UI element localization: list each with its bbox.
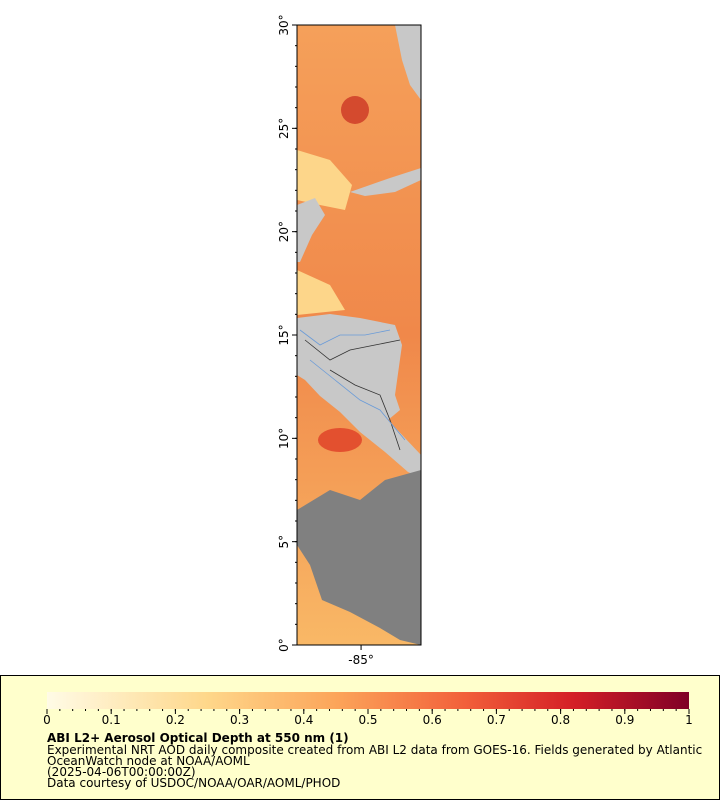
colorbar-tick-label: 1: [685, 713, 693, 727]
border: [329, 369, 401, 451]
legend-line: (2025-04-06T00:00:00Z): [47, 765, 196, 779]
border: [304, 339, 401, 361]
colorbar-tick-label: 0: [43, 713, 51, 727]
y-tick-label: 0°: [277, 638, 291, 652]
y-tick-label: 5°: [277, 535, 291, 549]
colorbar: [47, 692, 689, 709]
colorbar-tick-label: 0.2: [166, 713, 185, 727]
colorbar-tick-label: 0.1: [102, 713, 121, 727]
y-tick-label: 30°: [277, 14, 291, 35]
colorbar-tick-label: 0.9: [615, 713, 634, 727]
low-aod-patch: [297, 270, 345, 315]
colorbar-tick-label: 0.5: [358, 713, 377, 727]
colorbar-tick-label: 0.7: [487, 713, 506, 727]
river: [299, 329, 391, 346]
low-aod-patch: [297, 150, 352, 210]
map: [296, 24, 422, 646]
high-aod-patch: [341, 96, 369, 124]
colorbar-tick-label: 0.4: [294, 713, 313, 727]
land: [297, 314, 421, 478]
high-aod-patch: [318, 428, 362, 452]
legend-line: Data courtesy of USDOC/NOAA/OAR/AOML/PHO…: [47, 776, 340, 790]
land: [350, 168, 421, 196]
y-tick-label: 20°: [277, 221, 291, 242]
legend-title: ABI L2+ Aerosol Optical Depth at 550 nm …: [47, 731, 349, 745]
river: [309, 359, 406, 441]
y-tick-label: 25°: [277, 118, 291, 139]
y-tick-label: 10°: [277, 428, 291, 449]
land: [297, 198, 325, 262]
y-tick-label: 15°: [277, 324, 291, 345]
colorbar-tick-label: 0.8: [551, 713, 570, 727]
legend-line: OceanWatch node at NOAA/AOML: [47, 754, 250, 768]
land: [395, 25, 421, 100]
colorbar-tick-label: 0.6: [423, 713, 442, 727]
x-tick-label: -85°: [348, 653, 374, 667]
legend-line: Experimental NRT AOD daily composite cre…: [47, 743, 702, 757]
no-data: [297, 470, 421, 645]
colorbar-tick-label: 0.3: [230, 713, 249, 727]
